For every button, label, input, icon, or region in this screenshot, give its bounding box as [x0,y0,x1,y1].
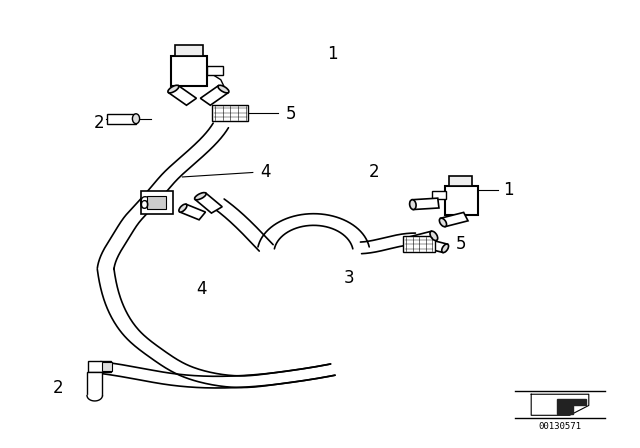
Text: 5: 5 [456,235,466,253]
Ellipse shape [218,85,229,93]
Bar [180,204,205,220]
Text: 4: 4 [260,164,271,181]
Bar [403,236,435,252]
Ellipse shape [410,200,416,210]
Bar [408,231,436,246]
Polygon shape [258,214,369,249]
Bar [168,86,196,105]
Polygon shape [97,123,228,269]
Text: 5: 5 [286,105,296,123]
Polygon shape [360,233,415,254]
Text: 6: 6 [139,195,149,213]
Text: 00130571: 00130571 [538,422,582,431]
Polygon shape [98,362,335,388]
Text: 4: 4 [196,280,207,298]
Ellipse shape [132,114,140,124]
Bar [212,105,248,121]
Text: 1: 1 [504,181,514,199]
Text: 2: 2 [94,114,104,132]
Bar [441,212,468,227]
Bar [432,191,446,199]
Ellipse shape [442,244,449,253]
Bar [87,372,102,396]
Bar [141,191,173,214]
Text: 1: 1 [328,45,338,63]
Polygon shape [557,399,586,414]
Bar [200,86,228,105]
Text: 2: 2 [52,379,63,396]
Ellipse shape [430,231,438,241]
Polygon shape [212,199,273,251]
Bar [175,45,203,56]
Bar [412,198,439,210]
Bar [445,186,478,215]
Polygon shape [87,396,102,401]
Ellipse shape [440,218,447,227]
Bar [449,176,472,186]
Ellipse shape [179,204,187,212]
Bar [88,361,111,372]
Bar [195,193,222,213]
Polygon shape [97,268,335,388]
Bar [147,196,166,209]
Bar [102,362,112,371]
Text: 3: 3 [344,269,354,287]
Ellipse shape [168,85,179,93]
Text: 2: 2 [369,164,380,181]
Polygon shape [531,394,589,415]
Bar [207,66,223,75]
Bar [108,114,136,124]
FancyBboxPatch shape [171,56,207,86]
Ellipse shape [195,193,206,200]
Bar [422,239,447,253]
